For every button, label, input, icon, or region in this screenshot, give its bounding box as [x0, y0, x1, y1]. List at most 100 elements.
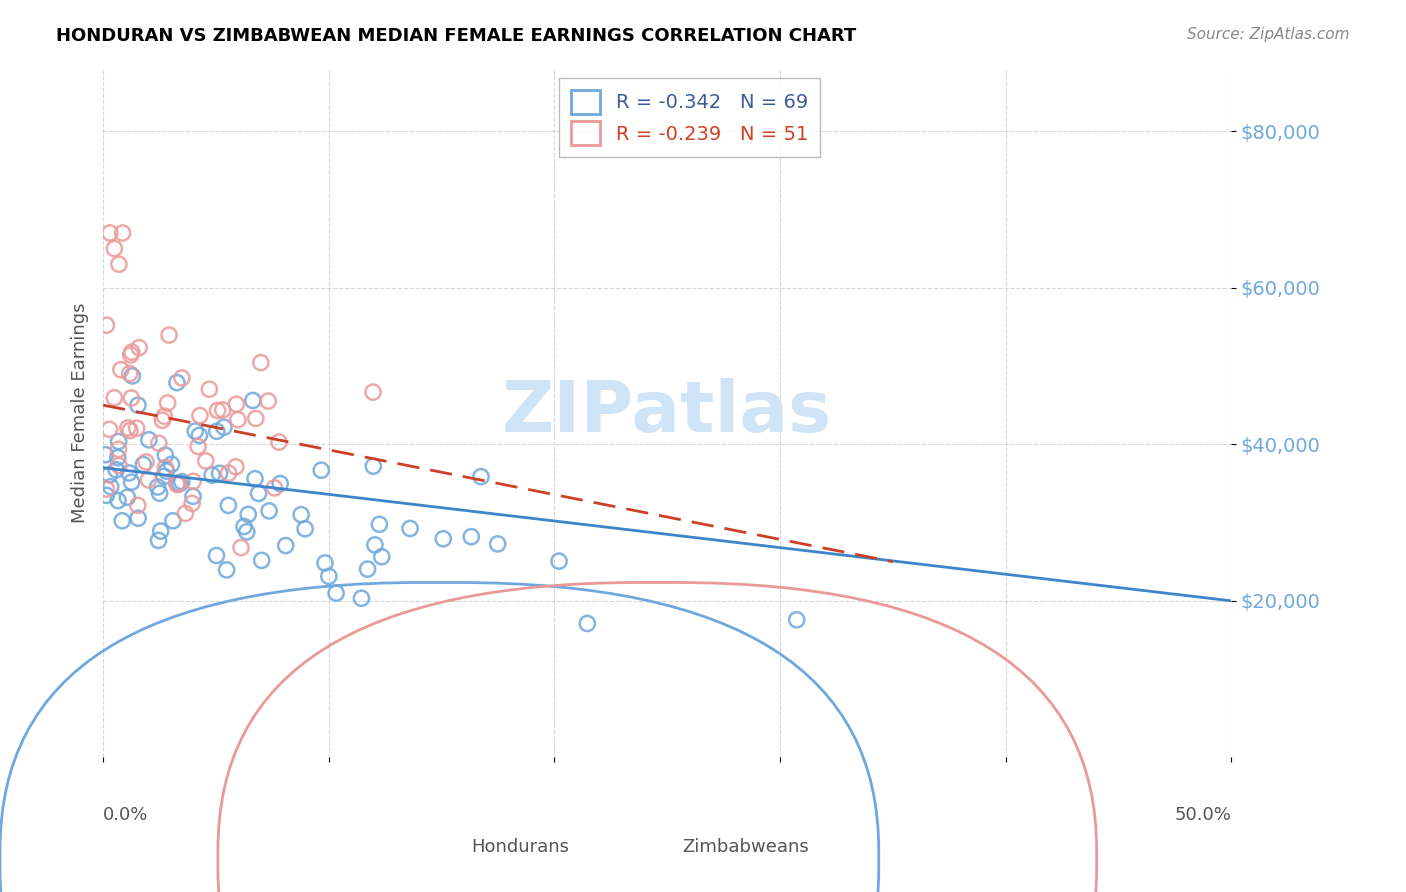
Point — [274, 539, 297, 553]
Point — [371, 549, 394, 564]
Point — [148, 436, 170, 450]
Point — [460, 530, 482, 544]
Point — [250, 356, 273, 370]
Point — [96, 482, 118, 496]
Point — [98, 422, 121, 436]
Point — [170, 475, 193, 489]
Point — [350, 591, 373, 606]
Point — [187, 440, 209, 454]
Point — [548, 554, 571, 568]
Point — [127, 511, 149, 525]
Point — [157, 328, 180, 343]
Point — [263, 481, 285, 495]
Point — [242, 393, 264, 408]
Point — [238, 508, 260, 522]
Point — [486, 537, 509, 551]
Point — [127, 499, 149, 513]
Point — [153, 469, 176, 483]
Point — [108, 458, 131, 473]
Point — [399, 521, 422, 535]
Point — [215, 563, 238, 577]
Point — [125, 421, 148, 435]
Point — [138, 473, 160, 487]
Point — [169, 476, 191, 491]
Point — [146, 480, 169, 494]
Point — [205, 549, 228, 563]
Point — [100, 480, 122, 494]
Point — [226, 413, 249, 427]
Point — [257, 504, 280, 518]
Point — [121, 345, 143, 359]
Point — [94, 448, 117, 462]
Point — [107, 442, 129, 457]
Text: Source: ZipAtlas.com: Source: ZipAtlas.com — [1187, 27, 1350, 42]
Point — [111, 226, 134, 240]
Point — [149, 486, 172, 500]
Point — [576, 616, 599, 631]
Point — [118, 424, 141, 438]
Point — [120, 391, 142, 405]
Point — [160, 457, 183, 471]
Y-axis label: Median Female Earnings: Median Female Earnings — [72, 302, 89, 524]
Point — [257, 394, 280, 409]
Point — [149, 524, 172, 538]
Point — [181, 489, 204, 503]
Point — [156, 396, 179, 410]
Point — [120, 348, 142, 362]
Point — [233, 519, 256, 533]
Point — [128, 341, 150, 355]
Point — [247, 486, 270, 500]
Point — [364, 538, 387, 552]
Point — [117, 421, 139, 435]
Point — [181, 496, 204, 510]
Text: 0.0%: 0.0% — [103, 805, 149, 823]
Point — [294, 522, 316, 536]
Point — [153, 409, 176, 424]
Text: Zimbabweans: Zimbabweans — [682, 838, 808, 856]
Point — [201, 468, 224, 483]
Point — [96, 488, 118, 502]
Point — [470, 469, 492, 483]
Point — [166, 477, 188, 491]
Point — [166, 476, 188, 491]
Point — [96, 318, 118, 333]
Point — [188, 409, 211, 423]
Point — [311, 463, 333, 477]
Point — [118, 367, 141, 381]
Point — [225, 397, 247, 411]
Point — [107, 450, 129, 465]
Point — [194, 454, 217, 468]
Point — [356, 562, 378, 576]
Point — [111, 514, 134, 528]
Point — [325, 586, 347, 600]
Point — [121, 475, 143, 490]
Point — [218, 466, 240, 480]
Point — [205, 424, 228, 438]
Point — [155, 460, 177, 475]
Point — [184, 424, 207, 438]
Point — [121, 368, 143, 383]
Point — [107, 434, 129, 449]
Point — [786, 613, 808, 627]
Point — [155, 464, 177, 478]
Point — [217, 499, 239, 513]
Point — [108, 257, 131, 271]
Point — [132, 458, 155, 472]
Point — [181, 475, 204, 489]
Point — [229, 541, 252, 555]
Point — [105, 463, 128, 477]
Point — [250, 553, 273, 567]
Point — [117, 490, 139, 504]
Point — [98, 226, 121, 240]
Point — [243, 472, 266, 486]
Point — [138, 433, 160, 447]
Point — [198, 382, 221, 396]
Point — [166, 376, 188, 390]
Point — [267, 435, 290, 450]
Point — [155, 448, 177, 462]
Point — [207, 403, 229, 417]
Point — [245, 411, 267, 425]
Point — [236, 524, 259, 539]
Point — [225, 459, 247, 474]
Point — [162, 514, 184, 528]
